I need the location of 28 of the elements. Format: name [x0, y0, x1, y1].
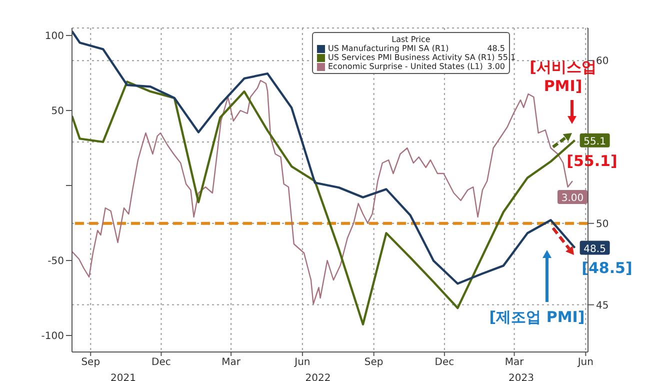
x2-tick-label: 2022 — [305, 373, 331, 381]
x-tick-label: Dec — [152, 357, 171, 368]
data-label: 55.1 — [584, 136, 606, 148]
x2-tick-label: 2023 — [508, 373, 534, 381]
x-tick-label: Jun — [576, 357, 594, 368]
x-tick-label: Dec — [434, 357, 454, 368]
x-tick-label: Sep — [81, 357, 100, 368]
x-tick-label: Mar — [504, 357, 525, 368]
y-tick-label: 100 — [44, 31, 64, 42]
legend-title: Last Price — [390, 35, 432, 44]
y2-tick-label: 60 — [596, 56, 609, 68]
y-tick-label: -50 — [48, 256, 64, 268]
legend-label: US Services PMI Business Activity SA (R1) — [328, 53, 495, 62]
legend-label: Economic Surprise - United States (L1) — [328, 62, 484, 71]
text: 48.5 — [487, 44, 505, 53]
x-tick-label: Mar — [222, 357, 242, 368]
legend-label: US Manufacturing PMI SA (R1) — [328, 44, 450, 53]
x-tick-label: Jun — [294, 357, 310, 368]
data-label: 3.00 — [561, 193, 584, 204]
x2-tick-label: 2021 — [110, 373, 136, 381]
y2-tick-label: 50 — [596, 218, 609, 230]
data-label: 48.5 — [584, 244, 606, 255]
y-tick-label: -100 — [41, 331, 64, 342]
y2-tick-label: 45 — [596, 300, 609, 312]
y-tick-label: 50 — [51, 106, 64, 118]
text: 3.00 — [487, 62, 505, 71]
x-tick-label: Sep — [364, 357, 384, 368]
annotation: [제조업 PMI] — [489, 308, 585, 326]
